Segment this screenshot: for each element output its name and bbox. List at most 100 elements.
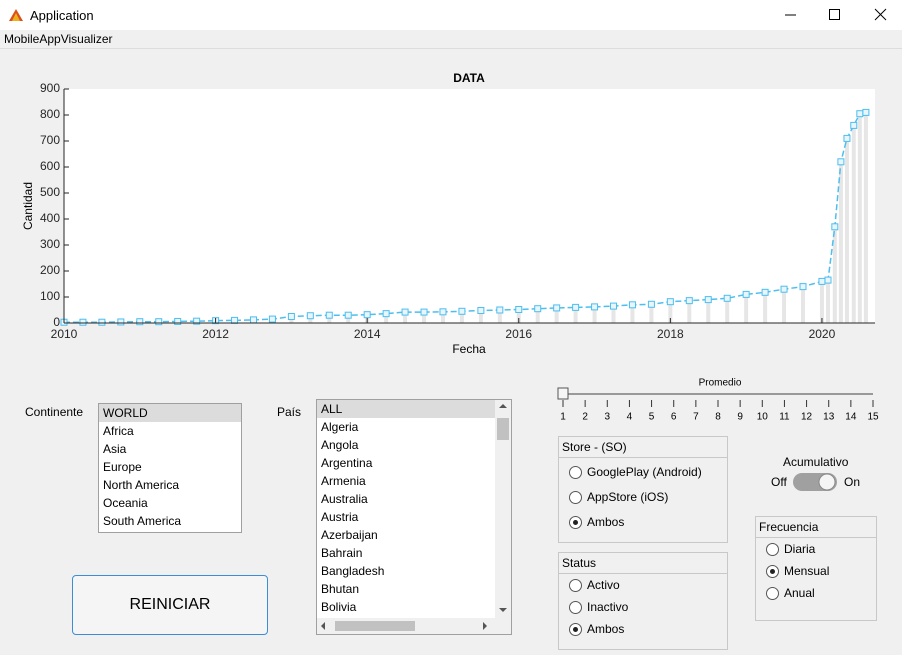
- bar: [863, 112, 868, 324]
- radio-label: Anual: [784, 586, 815, 600]
- list-item[interactable]: North America: [103, 478, 180, 492]
- bar: [346, 315, 351, 323]
- y-axis-label: Cantidad: [21, 182, 35, 230]
- radio-button[interactable]: [569, 578, 582, 592]
- slider-tick-label: 15: [867, 412, 879, 423]
- reset-button[interactable]: REINICIAR: [72, 575, 268, 635]
- radio-button[interactable]: [569, 465, 582, 479]
- y-tick-label: 700: [40, 133, 60, 147]
- slider-label: Promedio: [699, 378, 742, 389]
- chart: DATA Fecha Cantidad 0 100 200 300 400 500 600 7…: [21, 71, 875, 356]
- x-tick-label: 2020: [809, 327, 836, 341]
- bar: [851, 125, 856, 324]
- line-marker: [325, 311, 333, 319]
- list-item[interactable]: Bahrain: [321, 546, 363, 560]
- y-tick-label: 500: [40, 185, 60, 199]
- menu-item[interactable]: MobileAppVisualizer: [4, 32, 113, 46]
- line-marker: [591, 303, 599, 311]
- list-item[interactable]: Australia: [321, 492, 368, 506]
- radio-option[interactable]: GooglePlay (Android): [559, 461, 727, 483]
- radio-button[interactable]: [569, 600, 582, 614]
- line-marker: [647, 300, 655, 308]
- x-tick-label: 2018: [657, 327, 684, 341]
- list-item[interactable]: Africa: [103, 424, 134, 438]
- panel-title: Frecuencia: [756, 517, 876, 538]
- line-marker: [98, 318, 106, 326]
- bar: [832, 226, 837, 323]
- radio-option[interactable]: Activo: [559, 574, 727, 596]
- list-item[interactable]: WORLD: [99, 404, 241, 422]
- list-item[interactable]: South America: [103, 514, 182, 528]
- line-marker: [363, 311, 371, 319]
- horizontal-scrollbar[interactable]: [317, 618, 511, 634]
- continent-list[interactable]: WORLD Africa Asia Europe North America Oceani…: [98, 403, 242, 533]
- radio-option[interactable]: Anual: [756, 582, 876, 604]
- radio-label: Diaria: [784, 542, 816, 556]
- y-tick-label: 100: [40, 289, 60, 303]
- switch-on-label: On: [844, 475, 861, 489]
- bar: [800, 286, 805, 323]
- radio-button[interactable]: [569, 622, 582, 636]
- list-item[interactable]: Angola: [321, 438, 359, 452]
- list-item[interactable]: Argentina: [321, 456, 373, 470]
- line-marker: [666, 298, 674, 306]
- line-marker: [174, 317, 182, 325]
- list-item[interactable]: Azerbaijan: [321, 528, 378, 542]
- slider-thumb[interactable]: [557, 387, 569, 400]
- status-panel: Status Activo Inactivo Ambos: [558, 552, 728, 650]
- list-item[interactable]: Armenia: [321, 474, 366, 488]
- list-item[interactable]: Bhutan: [321, 582, 360, 596]
- line-marker: [628, 301, 636, 309]
- radio-button[interactable]: [766, 586, 779, 600]
- radio-button[interactable]: [569, 515, 582, 529]
- radio-option[interactable]: Diaria: [756, 538, 876, 560]
- radio-button[interactable]: [569, 490, 582, 504]
- radio-button[interactable]: [766, 564, 779, 578]
- line-marker: [761, 288, 769, 296]
- list-item[interactable]: ALL: [317, 400, 495, 418]
- window-title: Application: [30, 8, 94, 23]
- radio-label: Inactivo: [587, 600, 629, 614]
- radio-option[interactable]: Ambos: [559, 618, 727, 640]
- vertical-scrollbar[interactable]: [495, 400, 511, 618]
- x-tick-label: 2012: [202, 327, 229, 341]
- list-item[interactable]: Asia: [103, 442, 127, 456]
- bar: [592, 306, 597, 323]
- line-marker: [824, 276, 832, 284]
- line-marker: [685, 297, 693, 305]
- line-marker: [742, 290, 750, 298]
- radio-button[interactable]: [766, 542, 779, 556]
- window-controls[interactable]: [780, 7, 890, 23]
- chart-title: DATA: [453, 71, 485, 85]
- line-marker: [837, 158, 845, 166]
- radio-option[interactable]: Ambos: [559, 511, 727, 533]
- radio-option[interactable]: AppStore (iOS): [559, 486, 727, 508]
- list-item[interactable]: Europe: [103, 460, 142, 474]
- store-panel: Store - (SO) GooglePlay (Android) AppStore…: [558, 436, 728, 543]
- country-list[interactable]: ALL Algeria Angola Argentina Armenia Australi…: [317, 400, 495, 616]
- bar: [857, 113, 862, 323]
- line-marker: [287, 313, 295, 320]
- list-item[interactable]: Oceania: [103, 496, 148, 510]
- bar: [763, 292, 768, 323]
- cumulative-switch[interactable]: [792, 472, 838, 492]
- bar: [478, 310, 483, 323]
- line-marker: [193, 317, 201, 325]
- radio-option[interactable]: Inactivo: [559, 596, 727, 618]
- list-item[interactable]: Bangladesh: [321, 564, 385, 578]
- line-marker: [515, 305, 523, 313]
- line-marker: [382, 310, 390, 318]
- line-marker: [704, 296, 712, 304]
- line-marker: [831, 223, 839, 231]
- list-item[interactable]: Bolivia: [321, 600, 357, 614]
- list-item[interactable]: Algeria: [321, 420, 359, 434]
- bar: [327, 315, 332, 323]
- radio-option[interactable]: Mensual: [756, 560, 876, 582]
- radio-selected-dot: [573, 626, 578, 632]
- list-item[interactable]: Austria: [321, 510, 359, 524]
- line-marker: [306, 312, 314, 320]
- radio-label: Mensual: [784, 564, 830, 578]
- y-tick-label: 300: [40, 237, 60, 251]
- average-slider[interactable]: Promedio 1 2 3 4 5 6 7 8 9 10 11 12 13 14 15: [550, 375, 890, 425]
